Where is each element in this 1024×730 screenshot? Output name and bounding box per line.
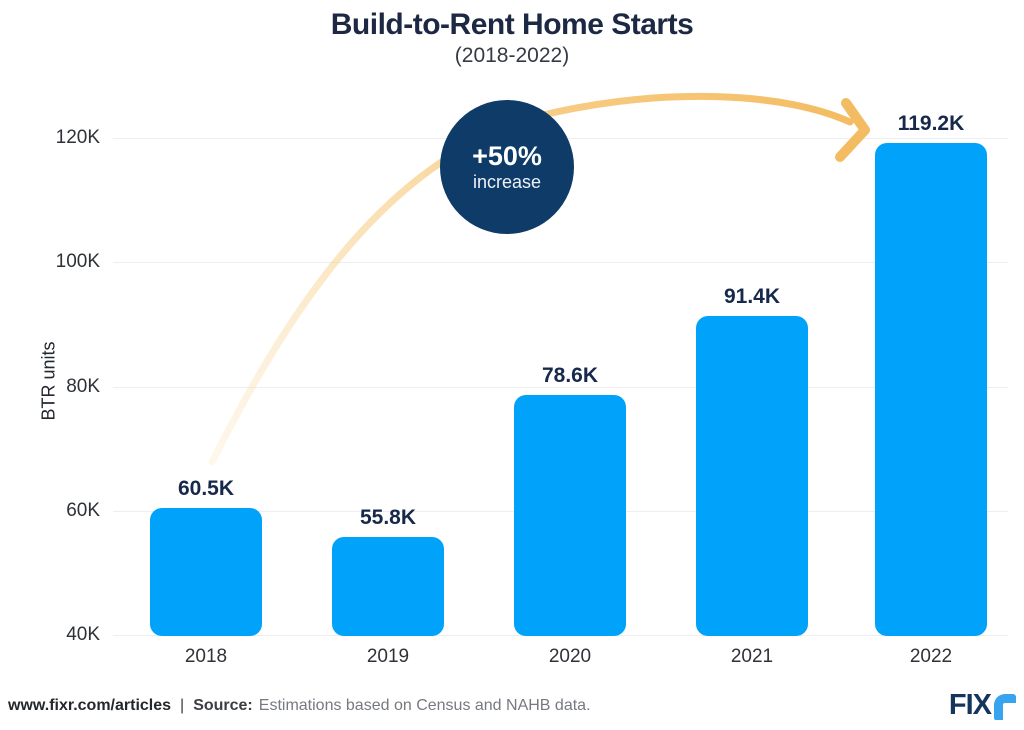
bar-value-2022: 119.2K bbox=[897, 111, 965, 135]
bar-2022 bbox=[875, 142, 987, 636]
fixr-r-icon bbox=[994, 694, 1016, 720]
y-tick-120K: 120K bbox=[55, 127, 100, 148]
bar-value-2020: 78.6K bbox=[541, 364, 599, 388]
x-tick-2021: 2021 bbox=[730, 646, 774, 667]
x-tick-2019: 2019 bbox=[366, 646, 410, 667]
bar-value-2019: 55.8K bbox=[359, 505, 417, 529]
footer-url: www.fixr.com/articles bbox=[8, 697, 172, 714]
y-tick-40K: 40K bbox=[66, 624, 100, 645]
increase-percent: +50% bbox=[472, 141, 542, 171]
bar-2019 bbox=[332, 536, 444, 636]
x-tick-2018: 2018 bbox=[184, 646, 228, 667]
fixr-logo: FIX bbox=[948, 689, 1016, 721]
chart-title: Build-to-Rent Home Starts bbox=[330, 8, 694, 41]
increase-label: increase bbox=[472, 172, 542, 192]
fixr-logo-text: FIX bbox=[948, 689, 992, 721]
bar-2020 bbox=[514, 395, 626, 636]
footer-attribution: www.fixr.com/articles | Source: Estimati… bbox=[8, 697, 591, 715]
footer-source-label: Source: bbox=[193, 697, 253, 714]
y-tick-60K: 60K bbox=[66, 499, 100, 521]
bar-2021 bbox=[696, 315, 808, 636]
footer-separator: | bbox=[180, 697, 185, 714]
footer: www.fixr.com/articles | Source: Estimati… bbox=[0, 686, 1024, 726]
bar-2018 bbox=[150, 507, 262, 636]
chart-subtitle: (2018-2022) bbox=[454, 44, 570, 67]
y-tick-80K: 80K bbox=[66, 375, 100, 397]
x-tick-2020: 2020 bbox=[548, 646, 592, 667]
increase-badge: +50% increase bbox=[440, 100, 574, 234]
x-tick-2022: 2022 bbox=[909, 646, 953, 667]
footer-source-text: Estimations based on Census and NAHB dat… bbox=[258, 697, 591, 714]
y-tick-100K: 100K bbox=[55, 251, 100, 273]
bar-value-2021: 91.4K bbox=[723, 284, 781, 308]
bar-value-2018: 60.5K bbox=[177, 476, 235, 500]
